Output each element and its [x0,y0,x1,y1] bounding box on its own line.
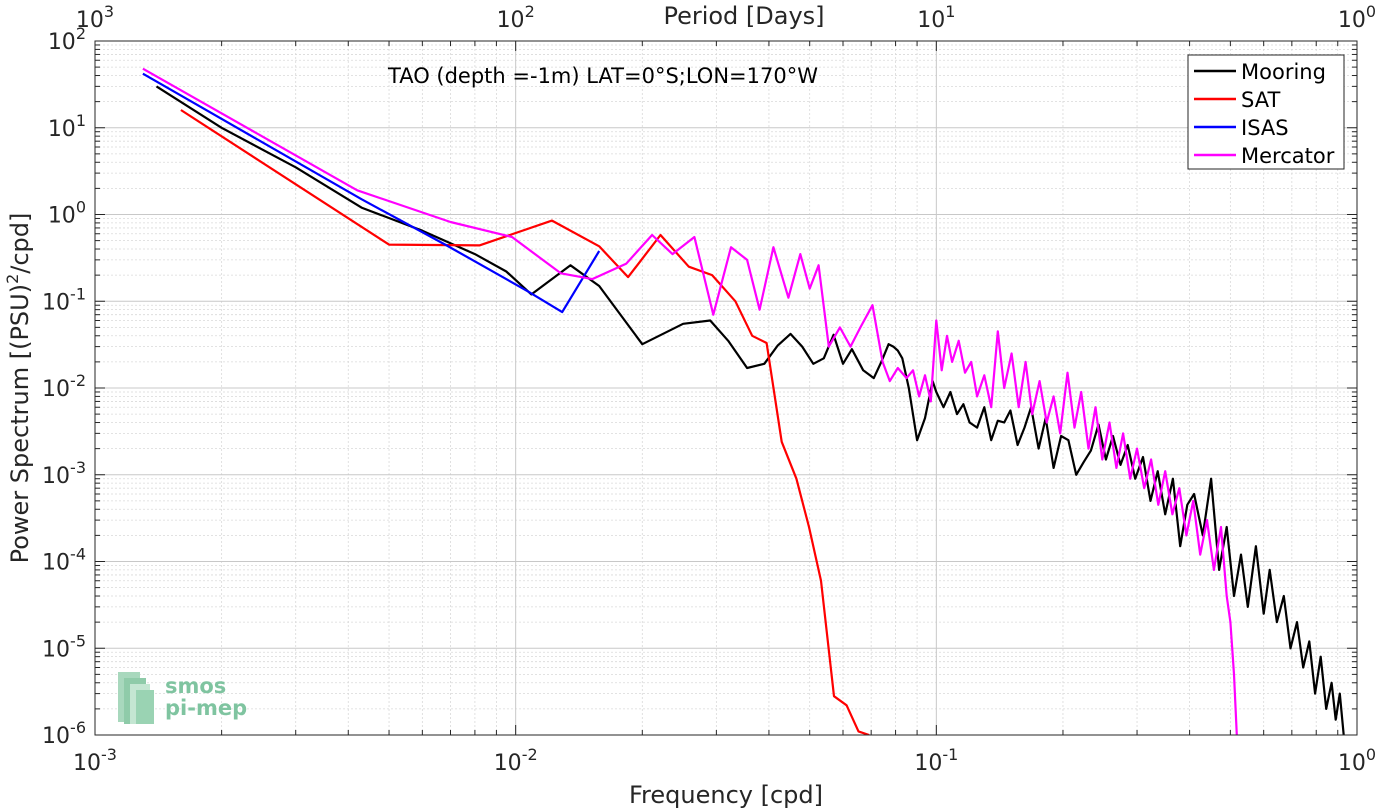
series-line-mooring [155,85,1345,735]
series-line-sat [180,109,870,735]
y-tick-label: 100 [48,198,86,229]
logo-line2: pi-mep [165,696,247,720]
x-tick-label: 10-3 [73,745,117,776]
top-tick-label: 100 [1338,2,1376,33]
tick-marks [94,40,1358,736]
top-tick-label: 102 [497,2,535,33]
y-tick-label: 10-3 [42,458,86,489]
y-tick-label: 10-4 [42,545,86,576]
top-axis-title: Period [Days] [663,2,824,30]
series-line-mercator [142,67,1238,735]
y-tick-label: 102 [48,24,86,55]
legend-label: SAT [1241,88,1280,112]
series-layer [142,67,1345,735]
chart-annotation: TAO (depth =-1m) LAT=0°S;LON=170°W [387,64,818,88]
x-tick-label: 10-1 [914,745,958,776]
legend-label: Mooring [1241,60,1326,84]
x-axis-title: Frequency [cpd] [629,781,823,809]
y-tick-label: 10-5 [42,631,86,662]
legend: Mooring SAT ISAS Mercator [1187,54,1345,170]
top-tick-label: 101 [917,2,955,33]
legend-label: ISAS [1241,116,1289,140]
y-axis-title: Power Spectrum [(PSU)2/cpd] [3,213,34,564]
y-tick-label: 10-1 [42,284,86,315]
y-tick-label: 10-6 [42,718,86,749]
x-tick-label: 10-2 [494,745,538,776]
y-tick-label: 101 [48,111,86,142]
series-line-isas [142,72,601,314]
smos-pi-mep-logo: smos pi-mep [118,672,247,724]
logo-line1: smos [165,674,226,698]
top-tick-label: 103 [76,2,114,33]
legend-label: Mercator [1241,144,1335,168]
y-tick-label: 10-2 [42,371,86,402]
x-tick-label: 100 [1338,745,1376,776]
